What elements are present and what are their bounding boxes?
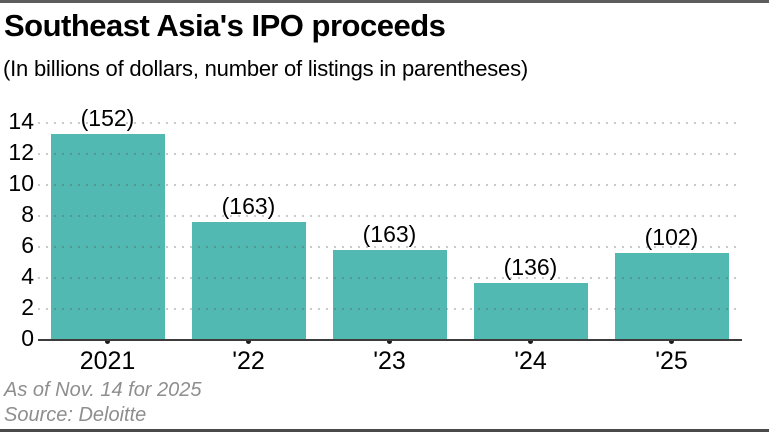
bar [614, 253, 729, 340]
bar-label: (152) [80, 104, 135, 131]
x-tick-label: '24 [514, 347, 547, 375]
bar [50, 133, 165, 340]
chart-title: Southeast Asia's IPO proceeds [4, 8, 446, 43]
y-tick-label: 10 [8, 169, 34, 196]
y-tick-label: 14 [8, 107, 34, 134]
chart-source: Source: Deloitte [4, 404, 147, 426]
gridline [38, 308, 742, 310]
y-tick-label: 2 [21, 293, 34, 320]
x-tick-label: '23 [373, 347, 406, 375]
y-tick-label: 12 [8, 138, 34, 165]
gridline [38, 215, 742, 217]
x-tick-dot [387, 338, 392, 344]
x-tick-dot [105, 338, 110, 344]
y-tick-label: 6 [21, 231, 34, 258]
x-axis-line [38, 339, 742, 341]
gridline [38, 122, 742, 124]
bar-label: (163) [362, 221, 417, 248]
bar-label: (102) [644, 224, 699, 251]
bar-label: (163) [221, 193, 276, 220]
x-tick-label: 2021 [79, 347, 136, 375]
chart-footnote: As of Nov. 14 for 2025 [4, 379, 202, 401]
gridline [38, 277, 742, 279]
bottom-frame-rule [0, 429, 769, 432]
gridline [38, 153, 742, 155]
y-tick-label: 4 [21, 262, 34, 289]
y-tick-label: 8 [21, 200, 34, 227]
gridline [38, 184, 742, 186]
x-tick-dot [528, 338, 533, 344]
x-tick-label: '25 [655, 347, 688, 375]
bar [473, 282, 588, 340]
x-tick-dot [246, 338, 251, 344]
bar-label: (136) [503, 253, 558, 280]
chart-subtitle: (In billions of dollars, number of listi… [3, 56, 529, 81]
bar [332, 250, 447, 340]
gridline [38, 246, 742, 248]
x-tick-dot [669, 338, 674, 344]
x-tick-label: '22 [232, 347, 265, 375]
top-frame-rule [0, 0, 769, 3]
bar [191, 222, 306, 340]
y-tick-label: 0 [21, 324, 34, 351]
